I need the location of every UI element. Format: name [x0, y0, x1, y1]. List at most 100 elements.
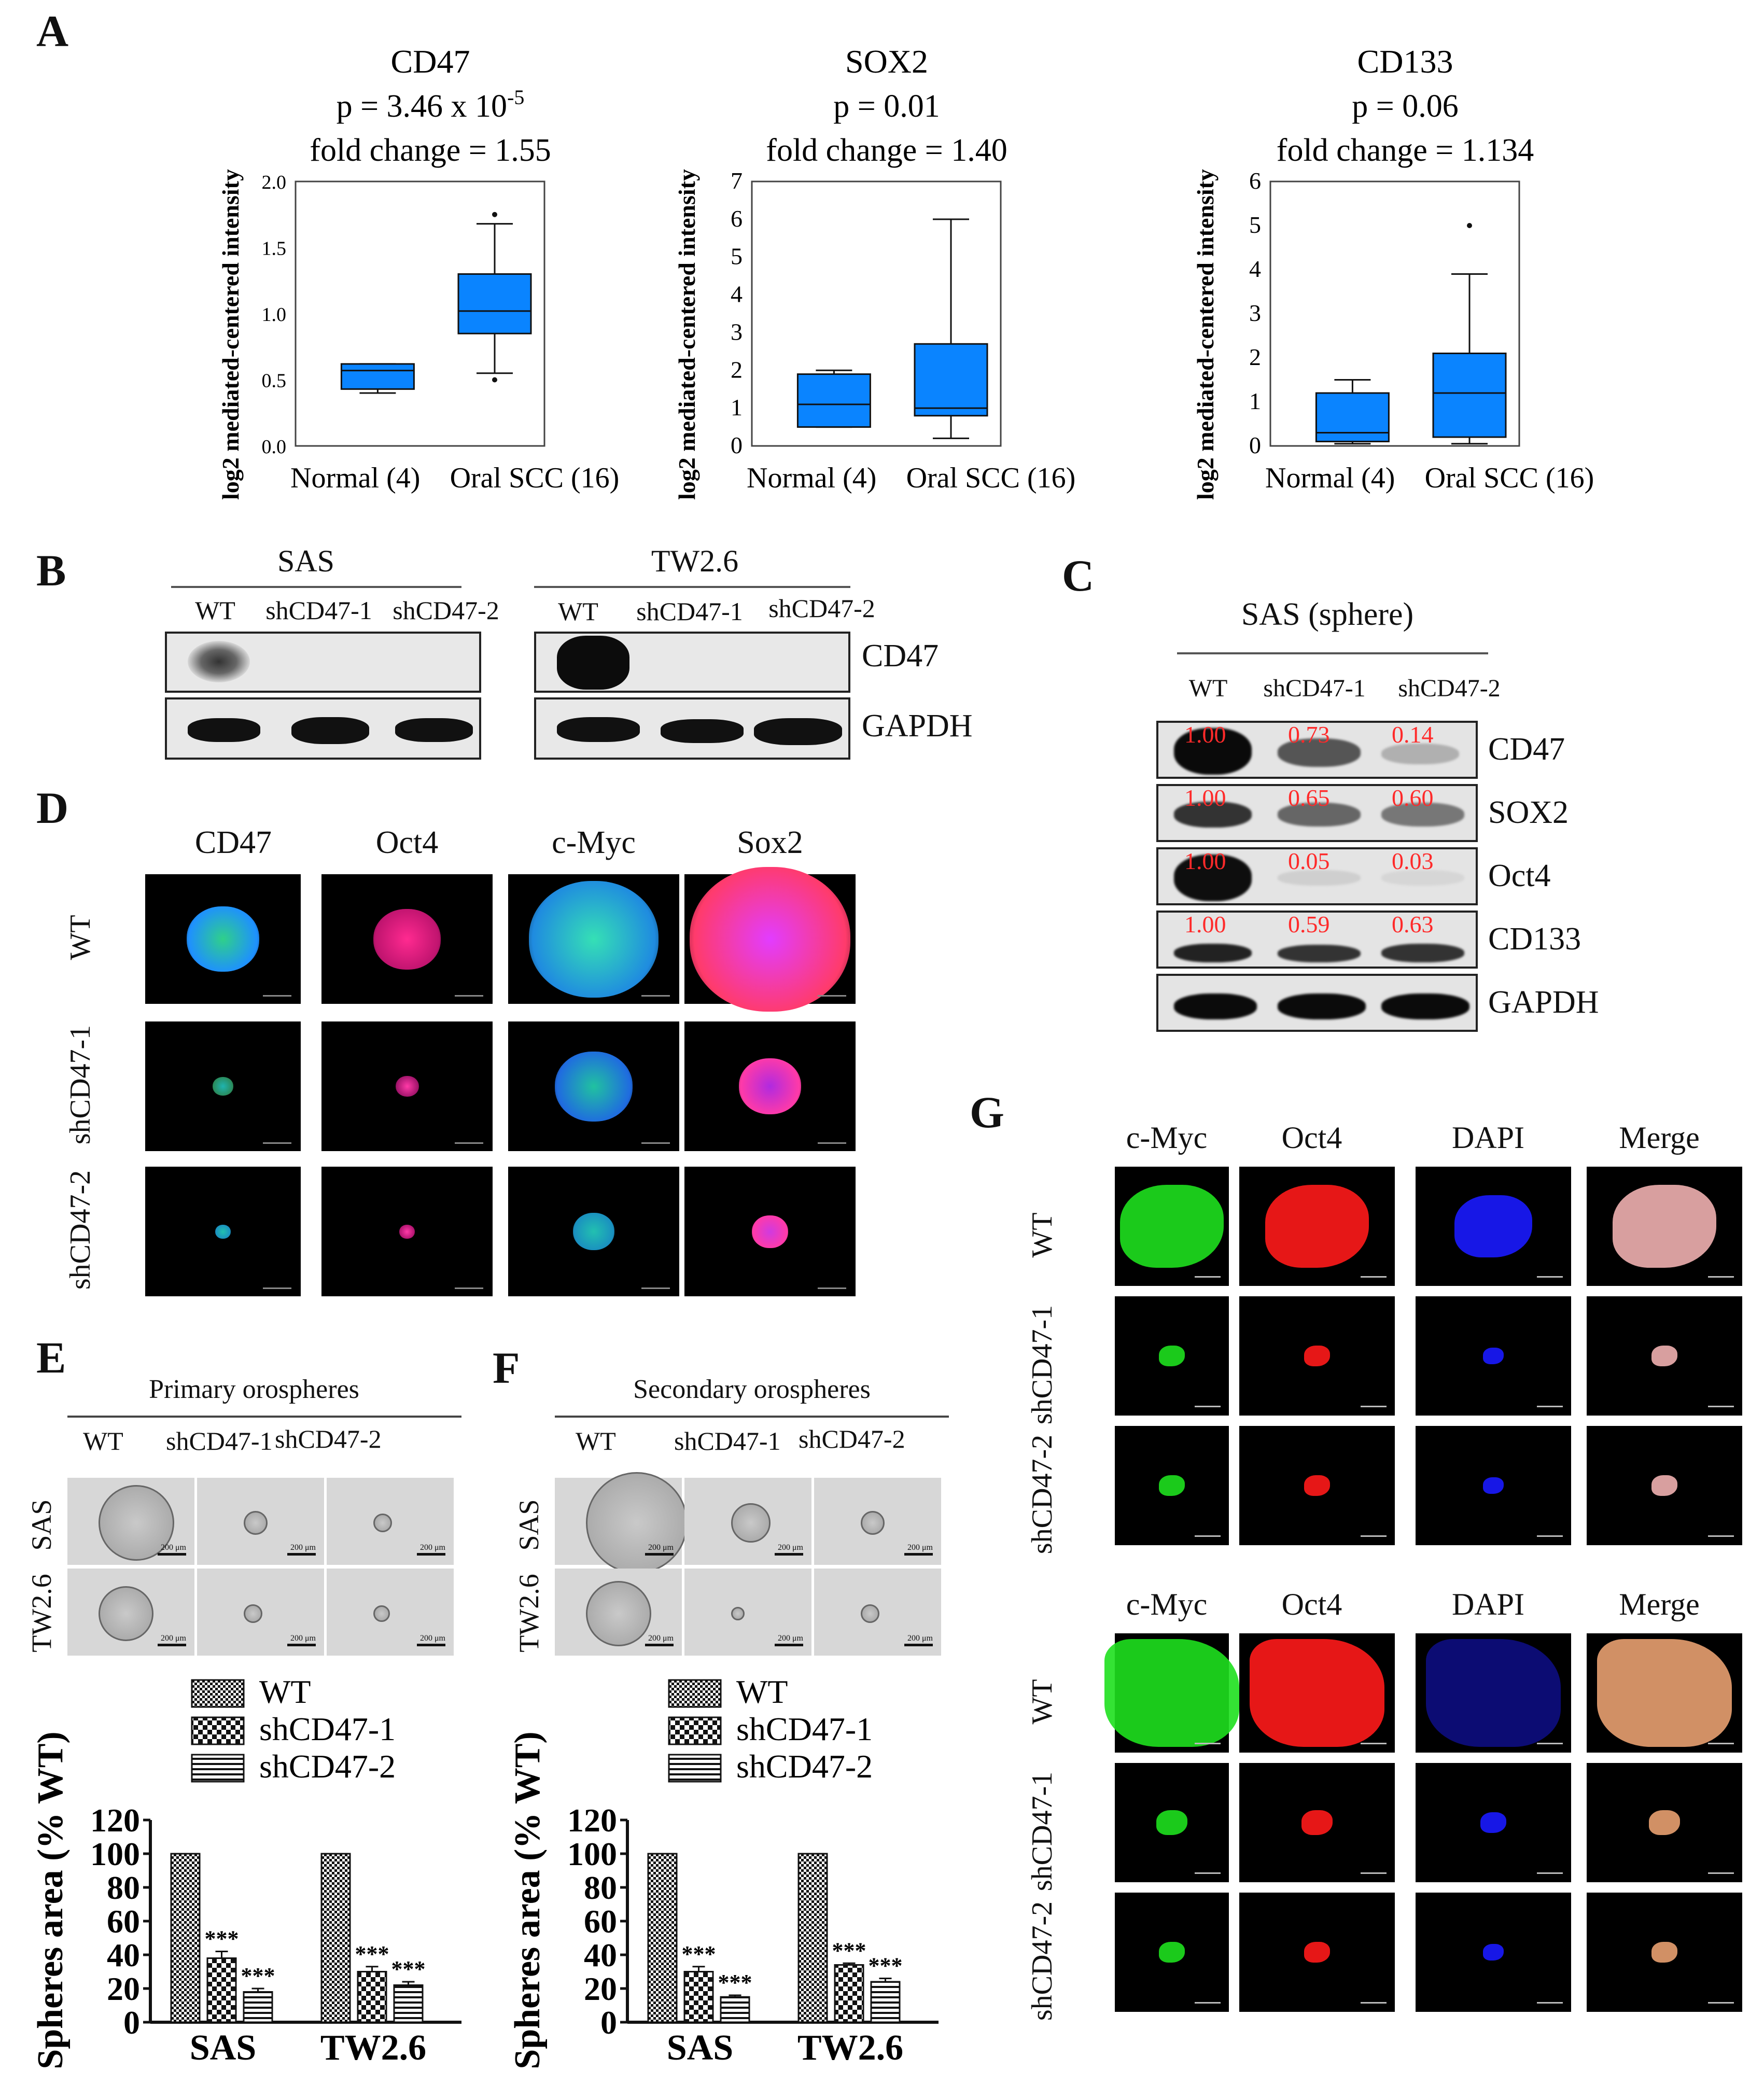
if-image — [145, 1021, 301, 1151]
significance-marker: *** — [391, 1956, 426, 1982]
signal-region — [1649, 1810, 1680, 1835]
y-tick-label: 60 — [107, 1903, 140, 1940]
sphere — [861, 1604, 879, 1623]
row-label: shCD47-1 — [64, 1025, 96, 1145]
legend-swatch — [668, 1716, 722, 1745]
blot-band — [1278, 870, 1361, 886]
blot-band — [1381, 944, 1464, 962]
ratio-value: 0.63 — [1392, 911, 1434, 937]
signal-region — [1159, 1346, 1185, 1366]
blot-group-title: TW2.6 — [651, 544, 739, 578]
row-label: shCD47-1 — [1026, 1771, 1058, 1892]
lane-label: shCD47-2 — [768, 594, 875, 623]
column-label: Oct4 — [1281, 1121, 1342, 1155]
brightfield-image: 200 μm — [67, 1569, 194, 1656]
lane-label: shCD47-2 — [799, 1424, 905, 1453]
scale-bar — [1361, 1535, 1387, 1537]
column-label: DAPI — [1451, 1121, 1524, 1155]
lane-label: shCD47-1 — [166, 1426, 273, 1455]
signal-region — [1480, 1812, 1506, 1833]
scale-text: 200 μm — [419, 1634, 445, 1643]
scale-bar — [1537, 1872, 1563, 1874]
row-label: WT — [1026, 1212, 1058, 1258]
y-tick-label: 40 — [584, 1937, 617, 1973]
y-tick-label: 120 — [90, 1802, 140, 1839]
if-image — [145, 1167, 301, 1296]
scale-bar — [263, 995, 291, 997]
panel-b-western: SAS WT shCD47-1 shCD47-2 TW2.6 WT shCD47… — [156, 539, 1037, 767]
sphere — [861, 1511, 885, 1535]
y-tick-label: 2 — [1249, 344, 1261, 370]
scale-text: 200 μm — [777, 1543, 803, 1552]
if-image — [1587, 1426, 1742, 1545]
scale-bar — [417, 1644, 445, 1646]
legend-swatch — [191, 1754, 245, 1783]
bar — [797, 1853, 828, 2023]
significance-marker: *** — [682, 1941, 716, 1967]
if-image — [1416, 1426, 1571, 1545]
scale-text: 200 μm — [160, 1543, 186, 1552]
sphere — [731, 1503, 771, 1543]
if-image — [1587, 1763, 1742, 1882]
protein-label: CD47 — [862, 638, 939, 674]
plot-frame — [295, 180, 545, 447]
scale-bar — [1708, 1872, 1734, 1874]
signal-region — [1304, 1475, 1330, 1496]
brightfield-image: 200 μm — [197, 1569, 324, 1656]
row-label: shCD47-2 — [1026, 1434, 1058, 1555]
blot-cd47-tw26 — [534, 632, 850, 693]
scale-bar — [263, 1287, 291, 1289]
signal-region — [1613, 1185, 1716, 1268]
blot-band — [1174, 728, 1252, 775]
brightfield-image: 200 μm — [555, 1472, 688, 1574]
ratio-value: 1.00 — [1184, 848, 1226, 874]
plot-title: SOX2 — [845, 43, 928, 80]
scale-text: 200 μm — [419, 1543, 445, 1552]
legend-label: WT — [736, 1673, 788, 1710]
panel-d-immunofluorescence: CD47 Oct4 c-Myc Sox2 WT shCD47-1 shCD47-2 — [64, 824, 871, 1317]
panel-e-primary-orospheres: Primary orospheres WT shCD47-1 shCD47-2 SAS 2… — [26, 1374, 487, 2100]
box-normal — [796, 373, 871, 428]
blot-group-title: SAS — [277, 544, 335, 578]
if-image — [145, 874, 301, 1004]
sphere-signal — [529, 880, 659, 998]
protein-label: CD47 — [1488, 732, 1565, 767]
sphere-signal — [690, 866, 850, 1012]
y-tick-label: 4 — [731, 281, 743, 307]
scale-bar — [287, 1553, 316, 1556]
blot-gapdh-sas — [165, 697, 481, 760]
y-tick-label: 80 — [107, 1869, 140, 1906]
y-tick-label: 0.5 — [262, 370, 287, 392]
legend-label: shCD47-1 — [259, 1711, 396, 1747]
bar — [393, 1984, 424, 2023]
sphere-signal — [555, 1051, 633, 1122]
sphere-signal — [739, 1058, 801, 1114]
y-tick-label: 20 — [584, 1970, 617, 2007]
blot-band — [1174, 855, 1252, 901]
signal-region — [1159, 1942, 1185, 1963]
bar — [834, 1964, 864, 2023]
scale-bar — [158, 1553, 186, 1556]
row-label: shCD47-2 — [1026, 1901, 1058, 2021]
scale-bar — [641, 995, 670, 997]
panel-title: Primary orospheres — [149, 1375, 359, 1404]
y-tick-label: 2 — [731, 356, 743, 383]
column-label: Oct4 — [1281, 1587, 1342, 1621]
scale-bar — [1537, 1535, 1563, 1537]
signal-region — [1426, 1639, 1561, 1747]
panel-label-g: G — [970, 1087, 1004, 1137]
y-axis-label: Spheres area (% WT) — [508, 1731, 548, 2069]
y-axis-label: log2 mediated-centered intensity — [674, 169, 700, 500]
if-image — [1115, 1893, 1229, 2012]
lane-label: shCD47-1 — [636, 597, 743, 626]
sphere — [244, 1511, 268, 1535]
scale-bar — [455, 995, 483, 997]
x-category-label: Oral SCC (16) — [906, 462, 1076, 494]
signal-region — [1651, 1475, 1677, 1496]
x-category-label: Normal (4) — [747, 462, 876, 494]
sphere — [99, 1485, 174, 1561]
scale-bar — [641, 1287, 670, 1289]
legend-swatch — [191, 1716, 245, 1745]
scale-bar — [818, 995, 846, 997]
ratio-value: 1.00 — [1184, 911, 1226, 937]
